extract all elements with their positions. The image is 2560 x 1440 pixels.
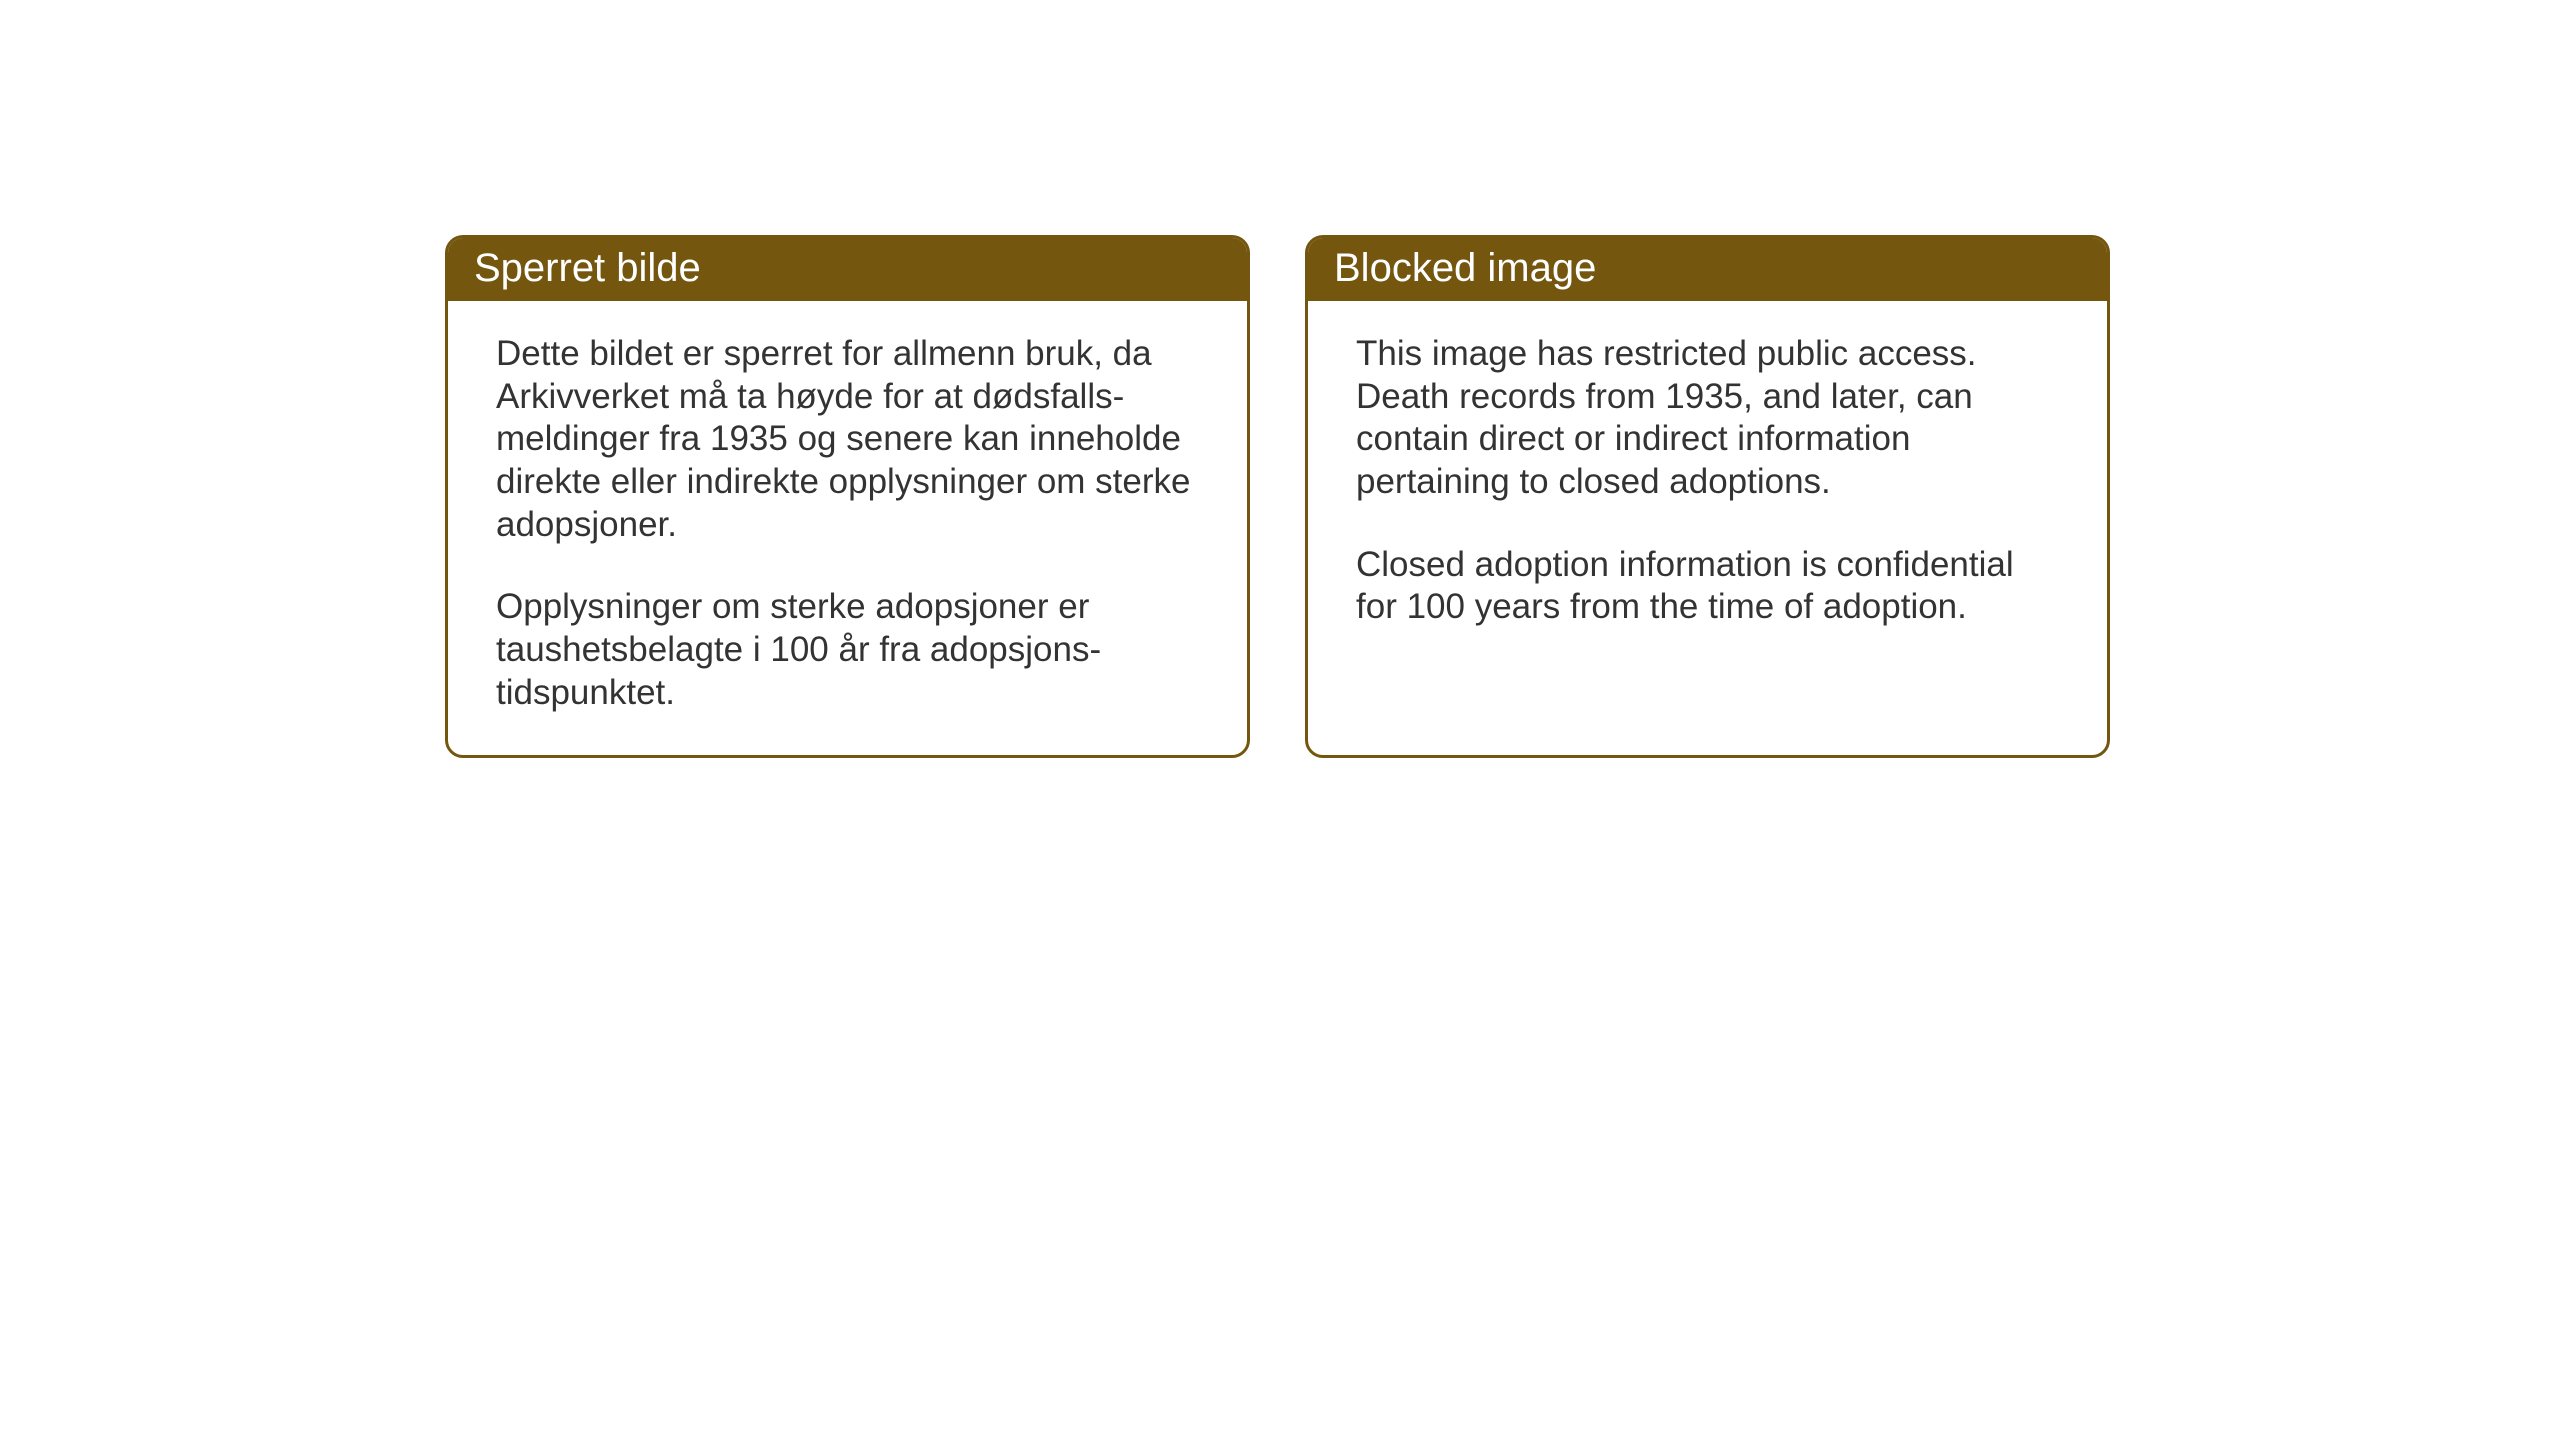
notice-body-norwegian: Dette bildet er sperret for allmenn bruk…	[448, 301, 1247, 755]
notice-card-norwegian: Sperret bilde Dette bildet er sperret fo…	[445, 235, 1250, 758]
notice-container: Sperret bilde Dette bildet er sperret fo…	[445, 235, 2110, 758]
notice-paragraph: Dette bildet er sperret for allmenn bruk…	[496, 333, 1199, 546]
notice-body-english: This image has restricted public access.…	[1308, 301, 2107, 669]
notice-header-norwegian: Sperret bilde	[448, 238, 1247, 301]
notice-card-english: Blocked image This image has restricted …	[1305, 235, 2110, 758]
notice-header-english: Blocked image	[1308, 238, 2107, 301]
notice-paragraph: This image has restricted public access.…	[1356, 333, 2059, 504]
notice-paragraph: Opplysninger om sterke adopsjoner er tau…	[496, 586, 1199, 714]
notice-paragraph: Closed adoption information is confident…	[1356, 544, 2059, 629]
